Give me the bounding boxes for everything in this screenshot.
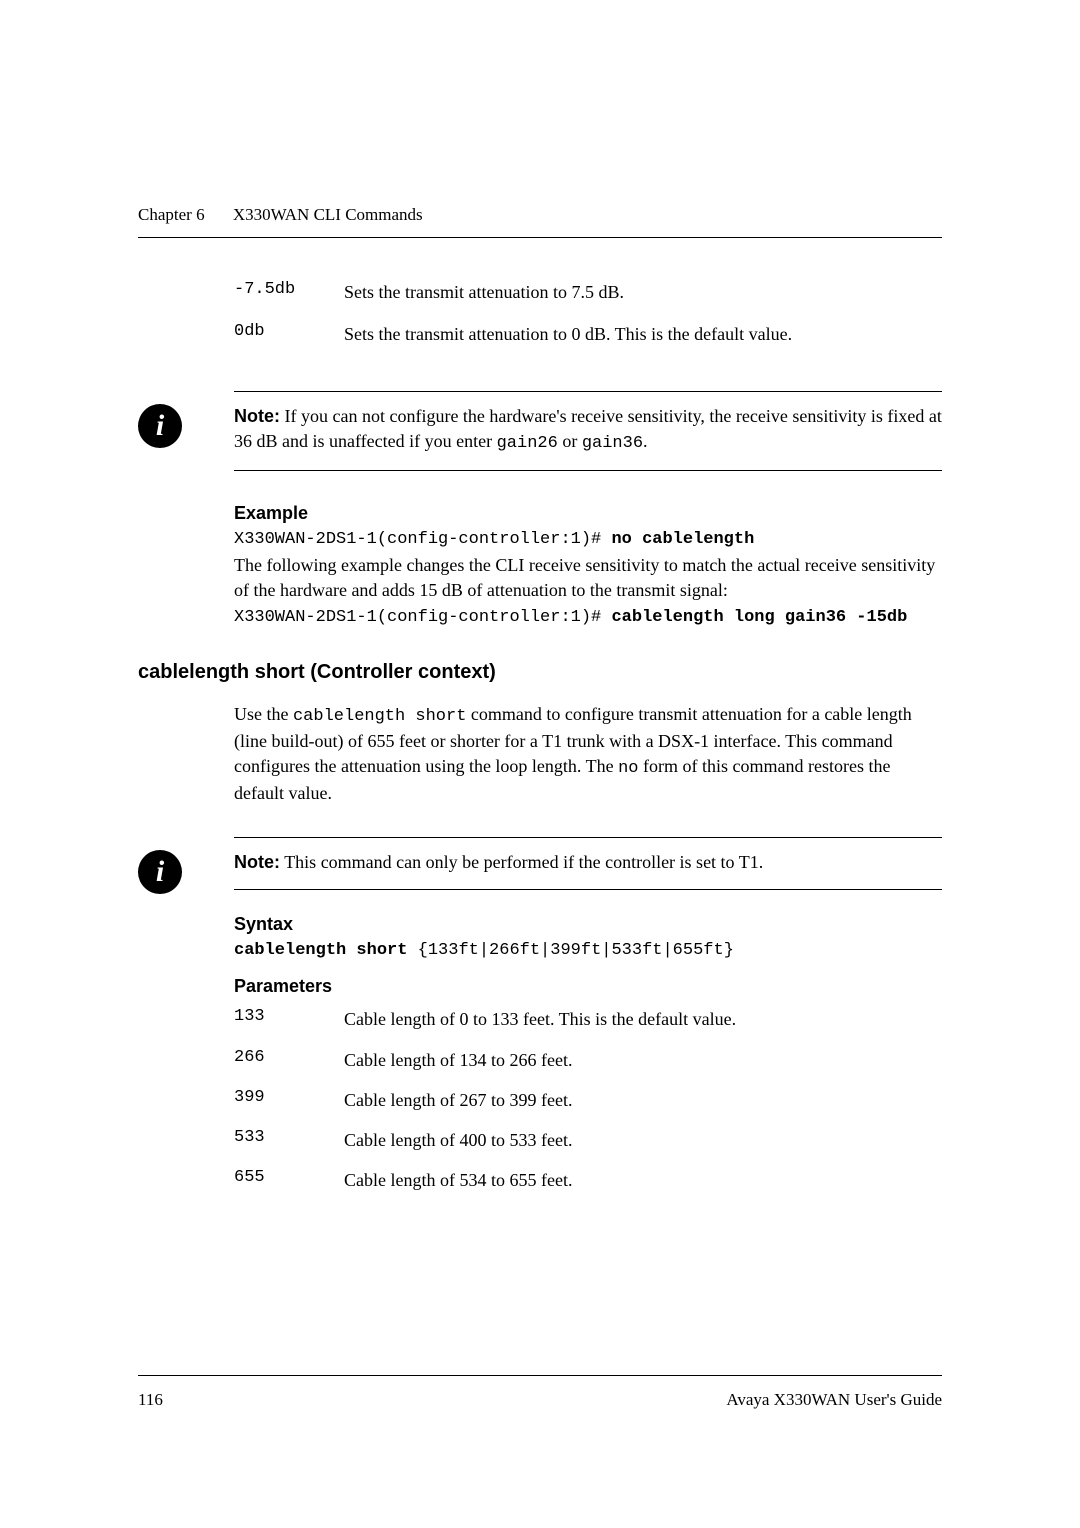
param-row: 133 Cable length of 0 to 133 feet. This … [234,1007,942,1031]
parameters-heading: Parameters [234,976,942,997]
syntax-heading: Syntax [234,914,942,935]
inline-code: gain26 [497,434,558,453]
section-heading: cablelength short (Controller context) [138,661,942,684]
param-row: 0db Sets the transmit attenuation to 0 d… [234,322,942,346]
info-icon: i [138,850,182,894]
example-paragraph: The following example changes the CLI re… [234,553,942,604]
note-label: Note: [234,406,280,426]
code-line: X330WAN-2DS1-1(config-controller:1)# no … [234,530,942,549]
param-desc: Cable length of 267 to 399 feet. [344,1088,572,1112]
code-prefix: X330WAN-2DS1-1(config-controller:1)# [234,530,611,549]
param-key: 133 [234,1007,344,1031]
chapter-title: X330WAN CLI Commands [233,205,423,224]
param-row: 655 Cable length of 534 to 655 feet. [234,1168,942,1192]
syntax-cmd: cablelength short [234,941,407,960]
param-key: 0db [234,322,344,346]
param-key: -7.5db [234,280,344,304]
note-text: . [643,431,648,451]
page-footer: 116 Avaya X330WAN User's Guide [138,1375,942,1410]
param-row: 399 Cable length of 267 to 399 feet. [234,1088,942,1112]
inline-code: gain36 [582,434,643,453]
code-cmd: cablelength long gain36 -15db [611,608,907,627]
inline-code: cablelength short [293,707,466,726]
code-line: X330WAN-2DS1-1(config-controller:1)# cab… [234,608,942,627]
note-body: Note: This command can only be performed… [234,850,942,875]
param-desc: Cable length of 0 to 133 feet. This is t… [344,1007,736,1031]
code-prefix: X330WAN-2DS1-1(config-controller:1)# [234,608,611,627]
chapter-label: Chapter 6 [138,205,205,224]
text: Use the [234,704,293,724]
inline-code: no [618,759,638,778]
section-paragraph: Use the cablelength short command to con… [234,702,942,807]
syntax-args: {133ft|266ft|399ft|533ft|655ft} [407,941,733,960]
note-body: Note: If you can not configure the hardw… [234,404,942,456]
param-key: 266 [234,1048,344,1072]
note-text: or [558,431,582,451]
param-desc: Sets the transmit attenuation to 0 dB. T… [344,322,792,346]
top-params: -7.5db Sets the transmit attenuation to … [234,280,942,347]
param-desc: Cable length of 534 to 655 feet. [344,1168,572,1192]
parameters-list: 133 Cable length of 0 to 133 feet. This … [234,1007,942,1192]
note-block: i Note: If you can not configure the har… [234,391,942,471]
param-key: 655 [234,1168,344,1192]
param-desc: Sets the transmit attenuation to 7.5 dB. [344,280,624,304]
param-key: 533 [234,1128,344,1152]
page-header: Chapter 6 X330WAN CLI Commands [138,205,942,238]
param-row: 266 Cable length of 134 to 266 feet. [234,1048,942,1072]
syntax-line: cablelength short {133ft|266ft|399ft|533… [234,941,942,960]
page-number: 116 [138,1390,163,1410]
note-block: i Note: This command can only be perform… [234,837,942,890]
info-icon: i [138,404,182,448]
param-key: 399 [234,1088,344,1112]
code-cmd: no cablelength [611,530,754,549]
param-row: -7.5db Sets the transmit attenuation to … [234,280,942,304]
note-label: Note: [234,852,280,872]
param-desc: Cable length of 400 to 533 feet. [344,1128,572,1152]
doc-title: Avaya X330WAN User's Guide [726,1390,942,1410]
param-desc: Cable length of 134 to 266 feet. [344,1048,572,1072]
note-text: This command can only be performed if th… [284,852,763,872]
example-heading: Example [234,503,942,524]
param-row: 533 Cable length of 400 to 533 feet. [234,1128,942,1152]
